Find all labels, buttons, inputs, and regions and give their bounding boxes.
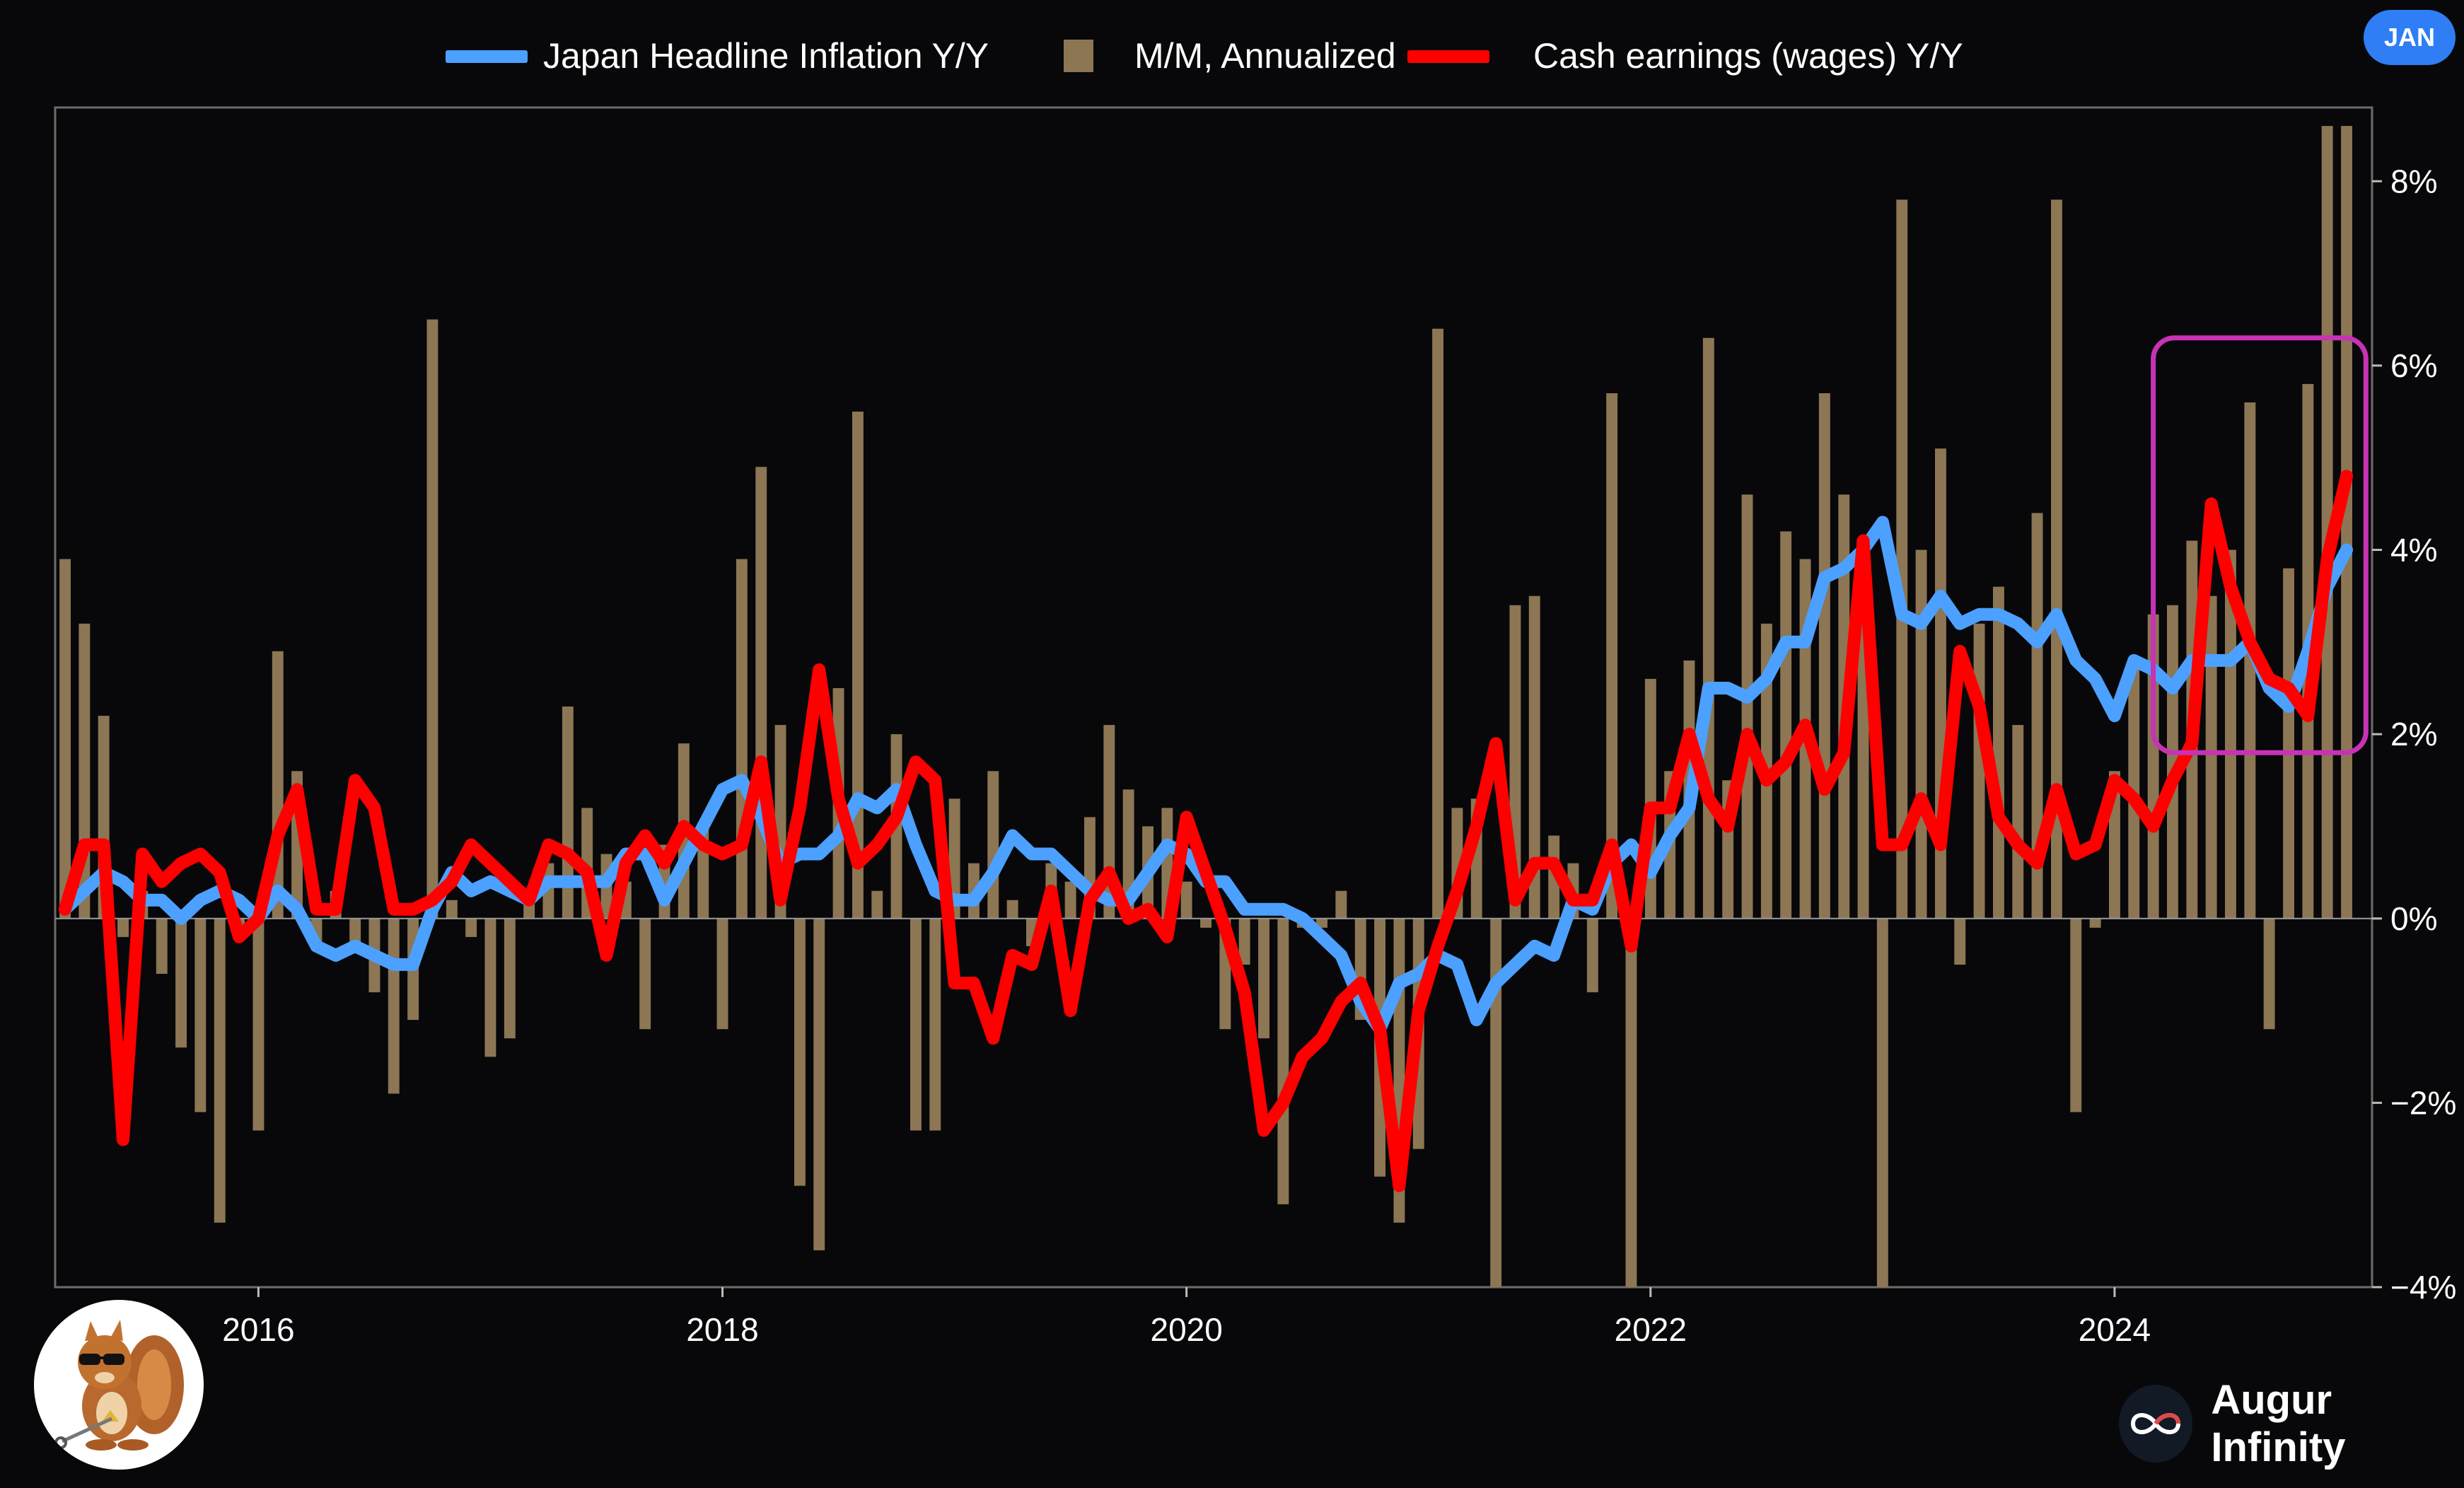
bar xyxy=(2089,918,2101,928)
bar xyxy=(194,918,207,1112)
bar xyxy=(504,918,516,1039)
bar xyxy=(1180,881,1192,919)
bar xyxy=(117,918,129,937)
bar xyxy=(175,918,187,1048)
bar xyxy=(2341,126,2352,919)
bar xyxy=(852,412,864,919)
month-badge: JAN xyxy=(2364,10,2456,65)
x-tick-label: 2024 xyxy=(2079,1311,2151,1348)
bar xyxy=(2147,614,2159,919)
bar xyxy=(1432,328,1443,919)
bar xyxy=(484,918,496,1057)
wages-line xyxy=(59,470,2353,1192)
bar xyxy=(2128,660,2140,919)
bar xyxy=(1258,918,1269,1039)
bar xyxy=(2070,918,2082,1112)
legend-swatch xyxy=(446,50,528,63)
bar xyxy=(2244,402,2256,919)
bar xyxy=(1702,337,1714,919)
bar xyxy=(59,559,71,919)
x-tick-label: 2022 xyxy=(1615,1311,1687,1348)
legend-swatch xyxy=(1064,40,1093,72)
bar xyxy=(214,918,226,1223)
squirrel-mascot-icon xyxy=(34,1300,204,1470)
bar xyxy=(639,918,651,1030)
bar xyxy=(2263,918,2275,1030)
bar xyxy=(465,918,477,937)
bar xyxy=(1741,494,1753,919)
bar xyxy=(1915,550,1927,919)
bar xyxy=(1586,918,1598,993)
bar xyxy=(1644,678,1656,919)
bar xyxy=(2225,550,2236,919)
bar xyxy=(929,918,941,1131)
bar xyxy=(1528,595,1540,919)
bar xyxy=(736,559,748,919)
bar xyxy=(426,319,438,919)
x-axis: 2016 2018 2020 2022 2024 xyxy=(222,1287,2151,1348)
bar xyxy=(1818,393,1830,919)
bar xyxy=(871,890,883,919)
bar xyxy=(562,707,574,919)
bar xyxy=(2012,725,2024,919)
x-tick-label: 2020 xyxy=(1150,1311,1222,1348)
bar xyxy=(1238,918,1250,965)
bar xyxy=(1954,918,1966,965)
bar xyxy=(1490,918,1502,1288)
bar xyxy=(156,918,168,974)
bar xyxy=(1548,835,1560,919)
bar xyxy=(1200,918,1211,928)
legend-label: Japan Headline Inflation Y/Y xyxy=(543,36,989,76)
bar xyxy=(2321,126,2333,919)
highlight-box xyxy=(2151,335,2369,755)
bar xyxy=(716,918,728,1030)
bar xyxy=(910,918,922,1131)
bar xyxy=(1606,393,1618,919)
bar xyxy=(987,771,999,919)
bar xyxy=(1064,881,1076,919)
infinity-icon xyxy=(2119,1385,2193,1463)
legend: Japan Headline Inflation Y/Y M/M, Annuali… xyxy=(446,36,1963,76)
y-axis: −4% −2% 0% 2% 4% 6% 8% xyxy=(2372,163,2456,1306)
bar xyxy=(1335,890,1347,919)
bar xyxy=(1973,623,1985,919)
bar xyxy=(1993,586,2004,919)
bar xyxy=(349,918,361,946)
bar xyxy=(252,918,265,1131)
legend-label: M/M, Annualized xyxy=(1134,36,1396,76)
x-tick-label: 2018 xyxy=(686,1311,758,1348)
bar xyxy=(2031,513,2043,919)
bar xyxy=(1876,918,1888,1288)
y-tick-label: 8% xyxy=(2390,163,2437,199)
bar xyxy=(1780,531,1792,919)
bar xyxy=(2051,199,2062,919)
bar xyxy=(755,467,767,919)
bar xyxy=(1625,918,1637,1288)
bar xyxy=(2283,568,2294,919)
legend-label: Cash earnings (wages) Y/Y xyxy=(1533,36,1963,76)
y-tick-label: 6% xyxy=(2390,347,2437,384)
y-tick-label: 0% xyxy=(2390,900,2437,937)
brand-name: Augur Infinity xyxy=(2211,1377,2346,1470)
x-tick-label: 2016 xyxy=(222,1311,294,1348)
bar xyxy=(1277,918,1289,1204)
bar xyxy=(388,918,400,1094)
legend-swatch xyxy=(1407,50,1489,63)
bar xyxy=(1896,199,1908,919)
plot-frame xyxy=(54,106,2373,1289)
bar xyxy=(1316,918,1327,928)
y-tick-label: −4% xyxy=(2390,1269,2456,1306)
y-tick-label: −2% xyxy=(2390,1084,2456,1121)
y-tick-label: 4% xyxy=(2390,532,2437,569)
y-tick-label: 2% xyxy=(2390,716,2437,752)
bar xyxy=(1006,900,1018,919)
bar xyxy=(794,918,806,1186)
bar xyxy=(446,900,458,919)
brand: Augur Infinity xyxy=(2119,1377,2464,1470)
bar xyxy=(813,918,825,1250)
bar xyxy=(2205,595,2217,919)
